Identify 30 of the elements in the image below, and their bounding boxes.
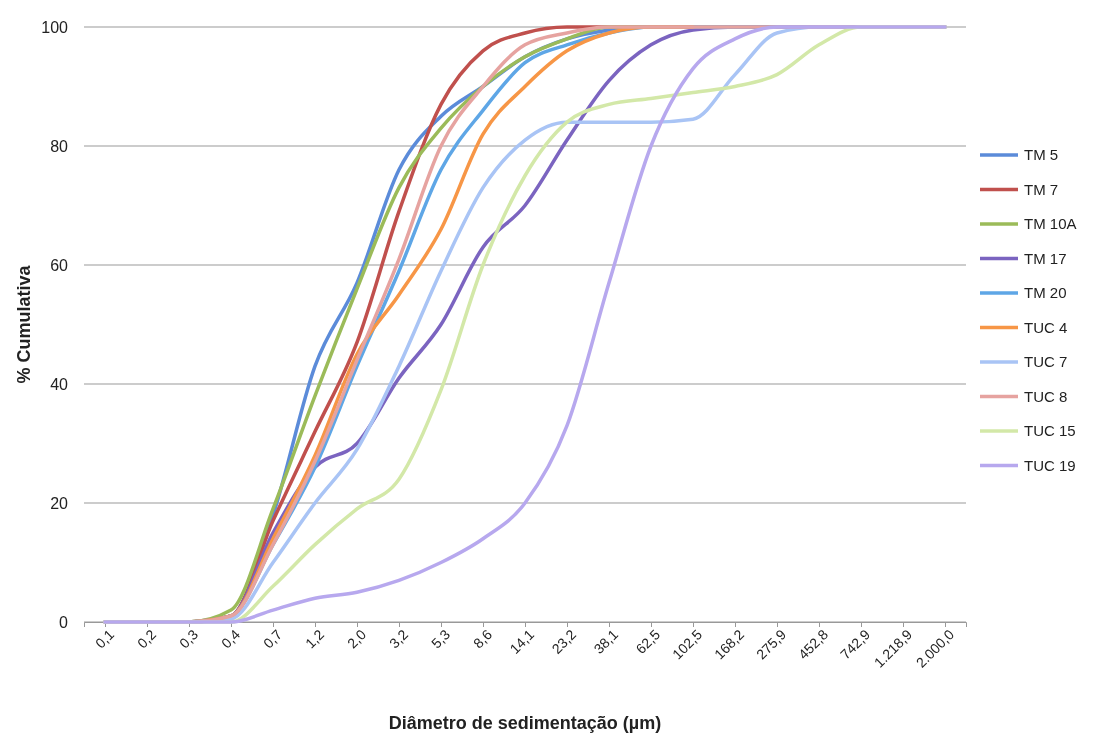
y-tick-label: 20 (50, 494, 69, 512)
y-axis-title: % Cumulativa (14, 264, 34, 384)
x-tick-label: 0,1 (92, 626, 118, 652)
legend-label: TUC 19 (1024, 456, 1076, 474)
legend-label: TM 7 (1024, 180, 1059, 198)
legend-label: TM 17 (1024, 249, 1067, 267)
legend-label: TUC 4 (1024, 318, 1068, 336)
y-tick-label: 60 (50, 256, 69, 274)
y-tick-label: 0 (59, 613, 69, 631)
legend-label: TUC 7 (1024, 353, 1068, 371)
x-tick-label: 0,2 (134, 626, 160, 652)
x-tick-label: 0,3 (176, 626, 202, 652)
legend-label: TM 10A (1024, 215, 1077, 233)
legend-label: TUC 8 (1024, 387, 1068, 405)
x-tick-label: 2,0 (344, 626, 370, 652)
legend-label: TM 20 (1024, 284, 1067, 302)
x-tick-label: 0,7 (260, 626, 286, 652)
y-tick-label: 40 (50, 375, 69, 393)
x-tick-label: 5,3 (428, 626, 454, 652)
legend-label: TUC 15 (1024, 422, 1076, 440)
y-tick-label: 100 (41, 18, 69, 36)
x-tick-label: 0,4 (218, 626, 244, 652)
legend-label: TM 5 (1024, 146, 1059, 164)
x-axis-title: Diâmetro de sedimentação (µm) (388, 713, 662, 733)
x-tick-label: 3,2 (386, 626, 412, 652)
x-tick-label: 8,6 (470, 626, 496, 652)
x-tick-label: 1,2 (302, 626, 328, 652)
x-tick-label: 14,1 (506, 626, 538, 657)
y-tick-label: 80 (50, 137, 69, 155)
x-tick-label: 38,1 (590, 626, 622, 657)
